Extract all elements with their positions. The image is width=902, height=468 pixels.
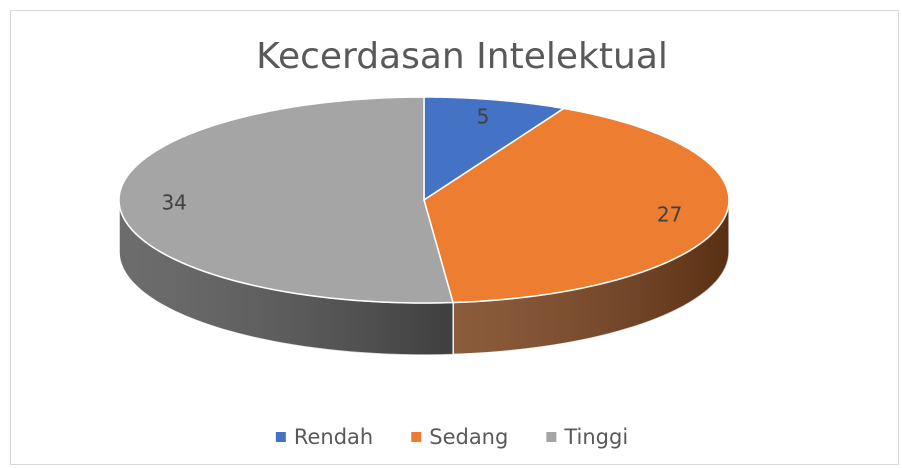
pie-side-shade xyxy=(452,200,729,355)
pie-slice xyxy=(118,96,454,304)
data-label: 5 xyxy=(477,104,490,128)
data-label: 34 xyxy=(161,191,186,215)
legend-label: Rendah xyxy=(294,425,373,449)
legend-label: Tinggi xyxy=(563,425,628,449)
pie-slice xyxy=(423,107,730,304)
pie-slice xyxy=(423,96,566,202)
legend-marker xyxy=(411,432,422,442)
legend-label: Sedang xyxy=(429,425,508,449)
legend-marker xyxy=(546,432,557,442)
data-label: 27 xyxy=(657,202,682,226)
pie-side-shade xyxy=(119,200,453,355)
legend-marker xyxy=(275,432,286,442)
chart-title: Kecerdasan Intelektual xyxy=(256,36,668,77)
